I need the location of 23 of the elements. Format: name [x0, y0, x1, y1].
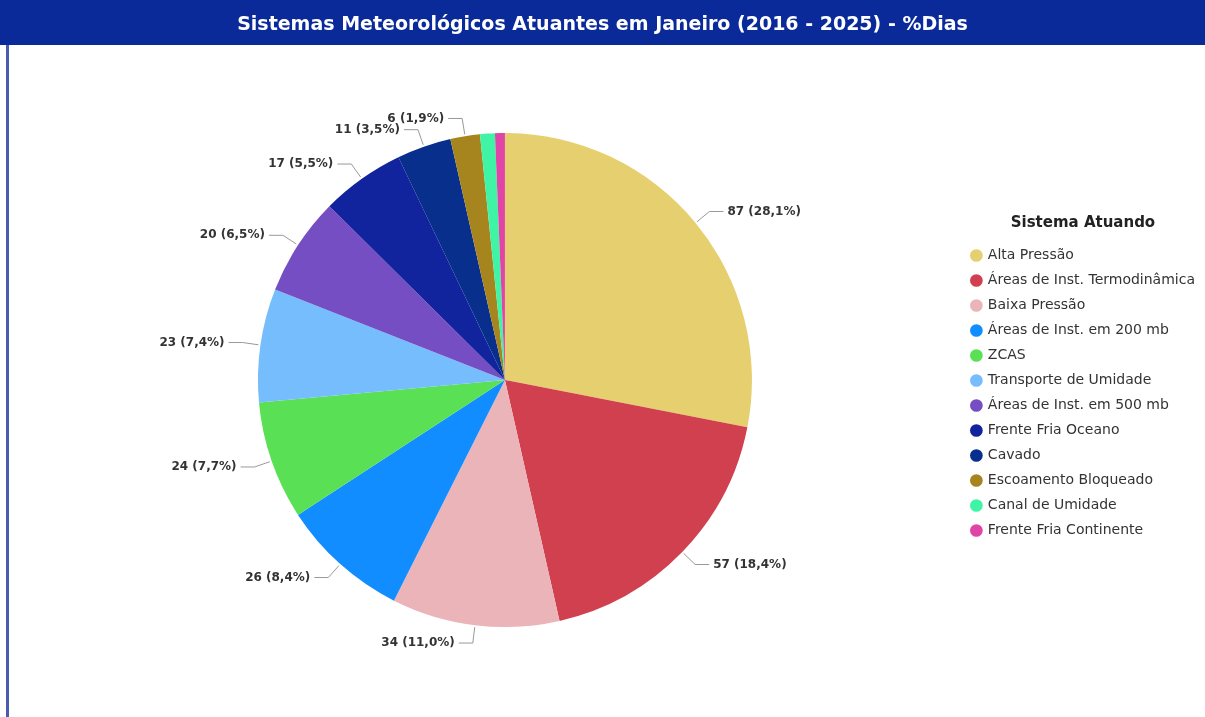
legend-label: Baixa Pressão	[987, 296, 1086, 313]
data-label: 24 (7,7%)	[171, 459, 237, 474]
legend-label: Cavado	[987, 446, 1041, 463]
legend-label: ZCAS	[987, 346, 1026, 363]
legend-label: Áreas de Inst. em 500 mb	[987, 396, 1169, 413]
data-label: 23 (7,4%)	[159, 334, 225, 349]
data-label: 20 (6,5%)	[199, 227, 265, 242]
data-label: 57 (18,4%)	[713, 556, 787, 571]
legend-label: Áreas de Inst. Termodinâmica	[987, 271, 1196, 288]
legend-label: Canal de Umidade	[987, 496, 1117, 513]
legend-label: Escoamento Bloqueado	[987, 471, 1153, 488]
legend-title: Sistema Atuando	[1010, 212, 1156, 231]
data-label: 17 (5,5%)	[268, 156, 334, 171]
data-label: 26 (8,4%)	[245, 569, 311, 584]
data-label: 11 (3,5%)	[334, 121, 400, 136]
chart-title: Sistemas Meteorológicos Atuantes em Janeiro (2016 - 2025) - %Dias	[0, 0, 1205, 45]
legend-label: Alta Pressão	[987, 246, 1074, 263]
data-label: 87 (28,1%)	[727, 203, 801, 218]
data-label: 34 (11,0%)	[381, 635, 455, 650]
legend-label: Frente Fria Continente	[987, 521, 1144, 538]
legend-label: Transporte de Umidade	[986, 371, 1152, 388]
legend-label: Frente Fria Oceano	[987, 421, 1120, 438]
legend-label: Áreas de Inst. em 200 mb	[987, 321, 1169, 338]
